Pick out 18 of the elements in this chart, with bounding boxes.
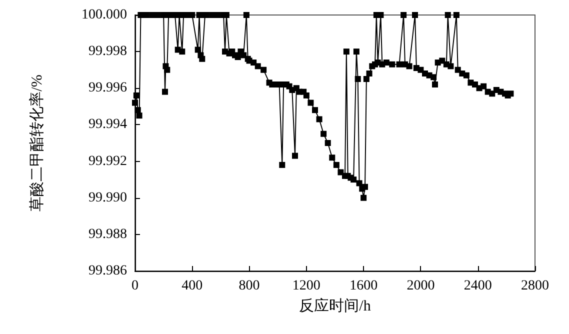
x-tick-label: 800 (238, 278, 260, 294)
x-tick-label: 0 (132, 278, 138, 294)
x-tick-label: 400 (182, 278, 203, 294)
y-tick-label: 99.990 (88, 190, 127, 206)
y-tick-label: 99.992 (88, 154, 127, 169)
y-tick-label: 99.998 (88, 44, 127, 60)
x-tick-label: 1600 (350, 278, 378, 294)
y-tick-label: 100.000 (82, 8, 127, 22)
y-tick-label: 99.988 (88, 226, 127, 242)
x-tick-label: 2000 (406, 278, 435, 294)
x-tick-label: 2400 (464, 278, 492, 294)
y-axis-title: 草酸二甲酯转化率/% (28, 74, 46, 212)
x-axis-title: 反应时间/h (299, 298, 372, 314)
y-tick-label: 99.994 (88, 117, 127, 132)
x-tick-label: 1200 (292, 278, 320, 294)
y-tick-label: 99.986 (88, 264, 127, 278)
y-tick-label: 99.996 (88, 80, 127, 96)
x-tick-label: 2800 (521, 278, 549, 294)
